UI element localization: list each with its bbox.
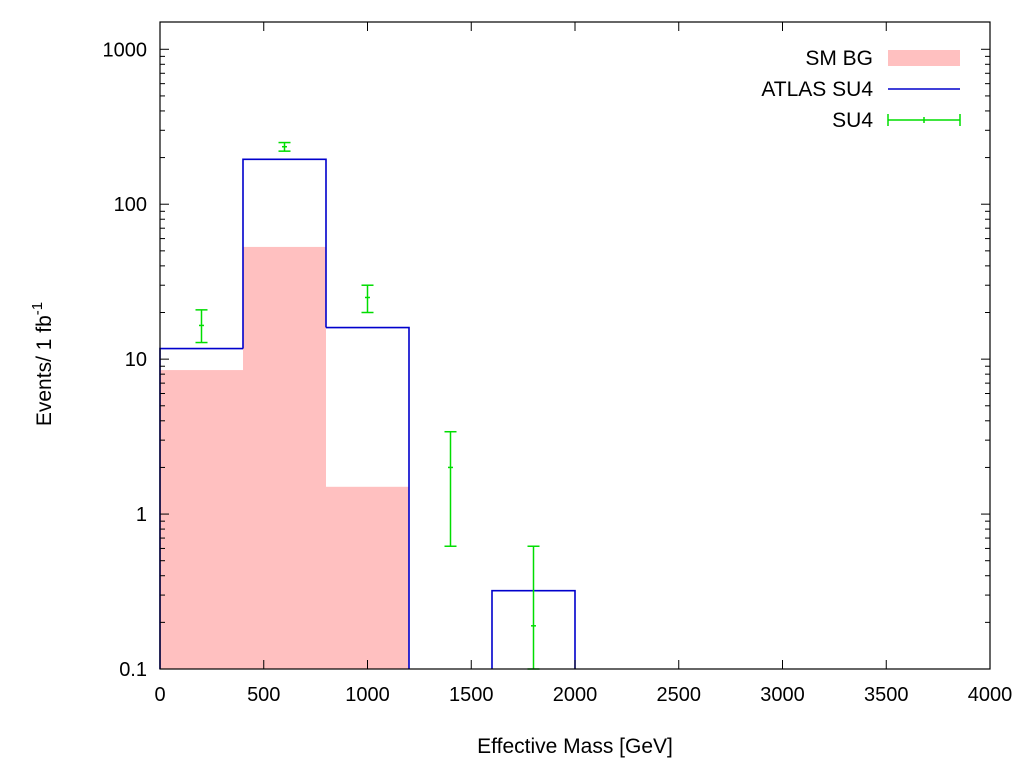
y-tick-label: 100 (114, 194, 147, 216)
sm-bg-bar (160, 370, 243, 669)
su4-errorbar (444, 430, 457, 547)
su4-errorbar (527, 545, 540, 670)
x-tick-label: 500 (247, 684, 280, 706)
x-tick-label: 4000 (968, 684, 1013, 706)
y-axis-title-superscript: -1 (29, 302, 46, 315)
atlas-su4-step (326, 326, 410, 669)
y-axis-title-main: Events/ 1 fb (33, 315, 56, 426)
su4-errorbar (278, 141, 291, 152)
axes: 0 500 1000 1500 2000 2500 3000 3500 4000 0.1 1 10 10… (103, 21, 1013, 706)
legend-label-atlas-su4: ATLAS SU4 (761, 78, 873, 101)
legend-label-su4: SU4 (832, 109, 873, 132)
su4-errorbar (361, 284, 374, 314)
y-axis-title: Events/ 1 fb-1 (29, 302, 56, 426)
x-tick-label: 1000 (345, 684, 390, 706)
x-tick-label: 3000 (760, 684, 805, 706)
y-tick-label: 0.1 (119, 659, 147, 681)
su4-errorbar (195, 309, 208, 344)
x-tick-label: 1500 (449, 684, 494, 706)
y-tick-label: 1 (136, 504, 147, 526)
atlas-su4-step (242, 158, 327, 349)
x-tick-label: 3500 (864, 684, 909, 706)
x-tick-label: 2500 (657, 684, 702, 706)
y-tick-label: 10 (125, 349, 147, 371)
legend: SM BG ATLAS SU4 SU4 (761, 47, 961, 132)
sm-bg-bar (243, 246, 326, 669)
x-tick-label: 0 (154, 684, 165, 706)
plot-area (159, 141, 576, 670)
y-tick-label: 1000 (103, 39, 148, 61)
x-axis-title: Effective Mass [GeV] (477, 735, 673, 758)
x-tick-label: 2000 (553, 684, 598, 706)
legend-swatch-sm-bg (888, 50, 960, 66)
sm-bg-bar (326, 486, 409, 669)
legend-label-sm-bg: SM BG (805, 47, 873, 70)
